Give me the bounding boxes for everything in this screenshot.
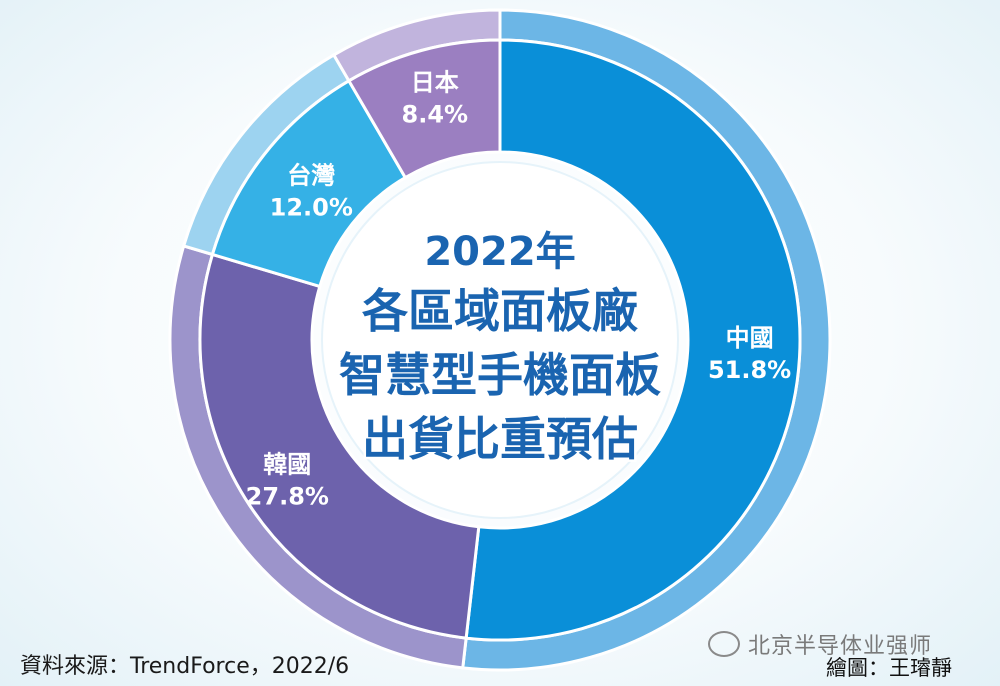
watermark: 北京半导体业强师 [708, 628, 932, 660]
title-line-4: 出貨比重預估 [362, 412, 638, 466]
title-line-1: 2022年 [424, 229, 575, 275]
illustration-credit: 繪圖：王璿靜 [826, 656, 952, 680]
chart-title: 2022年 各區域面板廠 智慧型手機面板 出貨比重預估 [337, 227, 664, 469]
slice-label-value: 12.0% [270, 194, 353, 222]
center-hole [321, 161, 679, 519]
slice-inner-0 [464, 38, 802, 642]
watermark-text: 北京半导体业强师 [748, 634, 933, 659]
slice-inner-3 [346, 38, 502, 180]
slice-label-name: 中國 [726, 324, 774, 352]
title-line-2: 各區域面板廠 [362, 284, 638, 338]
slice-label-value: 51.8% [708, 356, 791, 384]
slice-label-value: 8.4% [402, 101, 469, 129]
slice-label-name: 日本 [411, 69, 459, 97]
slice-inner-1 [198, 252, 481, 640]
wechat-icon [708, 631, 740, 657]
inner-ring [198, 38, 802, 642]
slice-label-value: 27.8% [246, 483, 329, 511]
slice-labels: 中國 51.8% 韓國 27.8% 台灣 12.0% 日本 8.4% [246, 69, 792, 511]
slice-label-name: 韓國 [263, 451, 311, 479]
slice-label-name: 台灣 [287, 162, 335, 190]
source-note: 資料來源：TrendForce，2022/6 [20, 654, 350, 679]
title-line-3: 智慧型手機面板 [339, 348, 661, 402]
